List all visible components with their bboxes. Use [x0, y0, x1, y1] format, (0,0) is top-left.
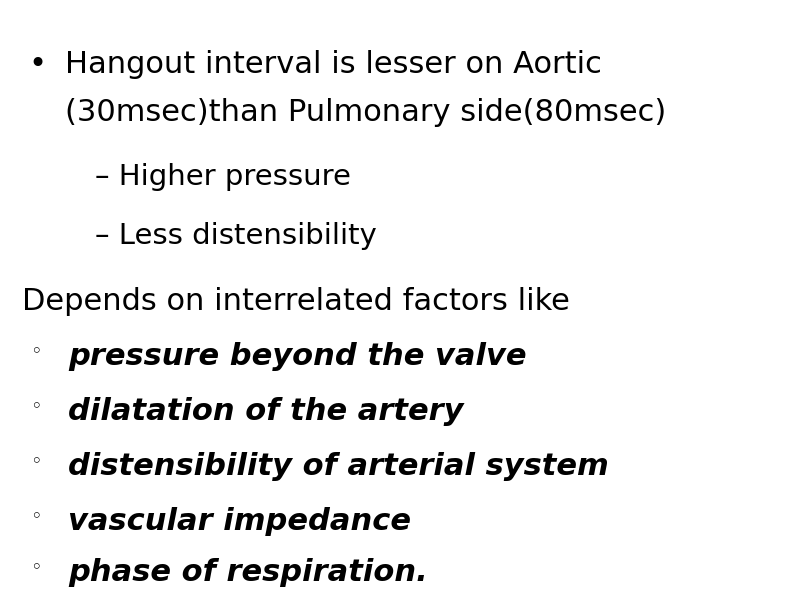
Text: vascular impedance: vascular impedance [68, 507, 411, 536]
Text: ◦: ◦ [30, 342, 41, 361]
Text: pressure beyond the valve: pressure beyond the valve [68, 342, 526, 371]
Text: ◦: ◦ [30, 507, 41, 526]
Text: (30msec)than Pulmonary side(80msec): (30msec)than Pulmonary side(80msec) [65, 98, 666, 127]
Text: •: • [28, 50, 46, 79]
Text: distensibility of arterial system: distensibility of arterial system [68, 452, 609, 481]
Text: – Less distensibility: – Less distensibility [95, 222, 377, 250]
Text: – Higher pressure: – Higher pressure [95, 163, 351, 191]
Text: phase of respiration.: phase of respiration. [68, 558, 428, 587]
Text: ◦: ◦ [30, 452, 41, 471]
Text: Depends on interrelated factors like: Depends on interrelated factors like [22, 287, 570, 316]
Text: ◦: ◦ [30, 397, 41, 416]
Text: Hangout interval is lesser on Aortic: Hangout interval is lesser on Aortic [65, 50, 602, 79]
Text: dilatation of the artery: dilatation of the artery [68, 397, 464, 426]
Text: ◦: ◦ [30, 558, 41, 577]
